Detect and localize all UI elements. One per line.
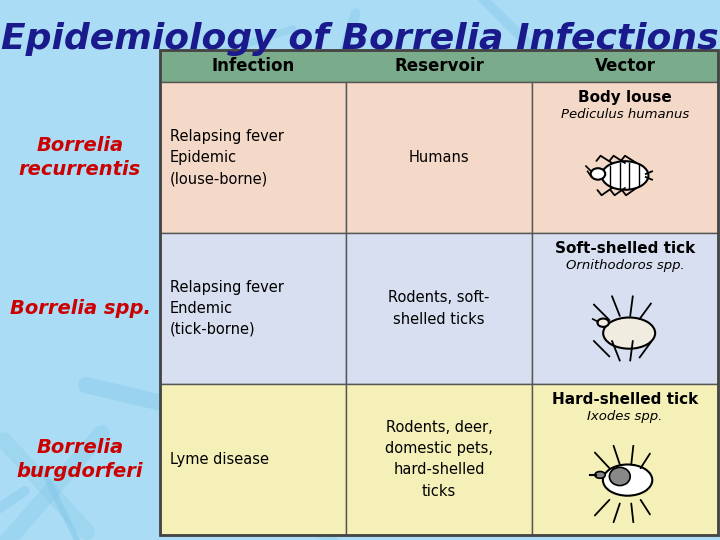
Text: Ixodes spp.: Ixodes spp. <box>588 410 662 423</box>
Polygon shape <box>346 82 532 233</box>
Polygon shape <box>532 233 718 384</box>
Text: Infection: Infection <box>212 57 294 75</box>
Polygon shape <box>160 384 346 535</box>
Text: Pediculus humanus: Pediculus humanus <box>561 108 689 121</box>
Text: Relapsing fever
Endemic
(tick-borne): Relapsing fever Endemic (tick-borne) <box>170 280 284 337</box>
Text: Humans: Humans <box>409 150 469 165</box>
Polygon shape <box>346 384 532 535</box>
Polygon shape <box>532 82 718 233</box>
Text: Borrelia
recurrentis: Borrelia recurrentis <box>19 136 141 179</box>
Text: Body louse: Body louse <box>578 90 672 105</box>
Text: Vector: Vector <box>595 57 655 75</box>
Text: Reservoir: Reservoir <box>394 57 484 75</box>
Text: Rodents, deer,
domestic pets,
hard-shelled
ticks: Rodents, deer, domestic pets, hard-shell… <box>385 421 493 498</box>
Text: Borrelia
burgdorferi: Borrelia burgdorferi <box>17 438 143 481</box>
Ellipse shape <box>590 168 606 180</box>
Ellipse shape <box>598 319 609 327</box>
Text: Epidemiology of Borrelia Infections: Epidemiology of Borrelia Infections <box>1 22 719 56</box>
Polygon shape <box>160 233 346 384</box>
Text: Borrelia spp.: Borrelia spp. <box>9 299 150 318</box>
Text: Rodents, soft-
shelled ticks: Rodents, soft- shelled ticks <box>388 291 490 327</box>
Polygon shape <box>160 82 346 233</box>
Polygon shape <box>346 233 532 384</box>
Ellipse shape <box>609 467 630 485</box>
Text: Lyme disease: Lyme disease <box>170 452 269 467</box>
Text: Relapsing fever
Epidemic
(louse-borne): Relapsing fever Epidemic (louse-borne) <box>170 129 284 186</box>
Text: Soft-shelled tick: Soft-shelled tick <box>555 241 695 256</box>
Ellipse shape <box>602 161 649 190</box>
Ellipse shape <box>595 471 606 478</box>
Text: Hard-shelled tick: Hard-shelled tick <box>552 392 698 407</box>
Ellipse shape <box>603 318 655 349</box>
Ellipse shape <box>603 464 652 496</box>
Polygon shape <box>160 50 718 82</box>
Text: Ornithodoros spp.: Ornithodoros spp. <box>566 259 685 272</box>
Polygon shape <box>532 384 718 535</box>
